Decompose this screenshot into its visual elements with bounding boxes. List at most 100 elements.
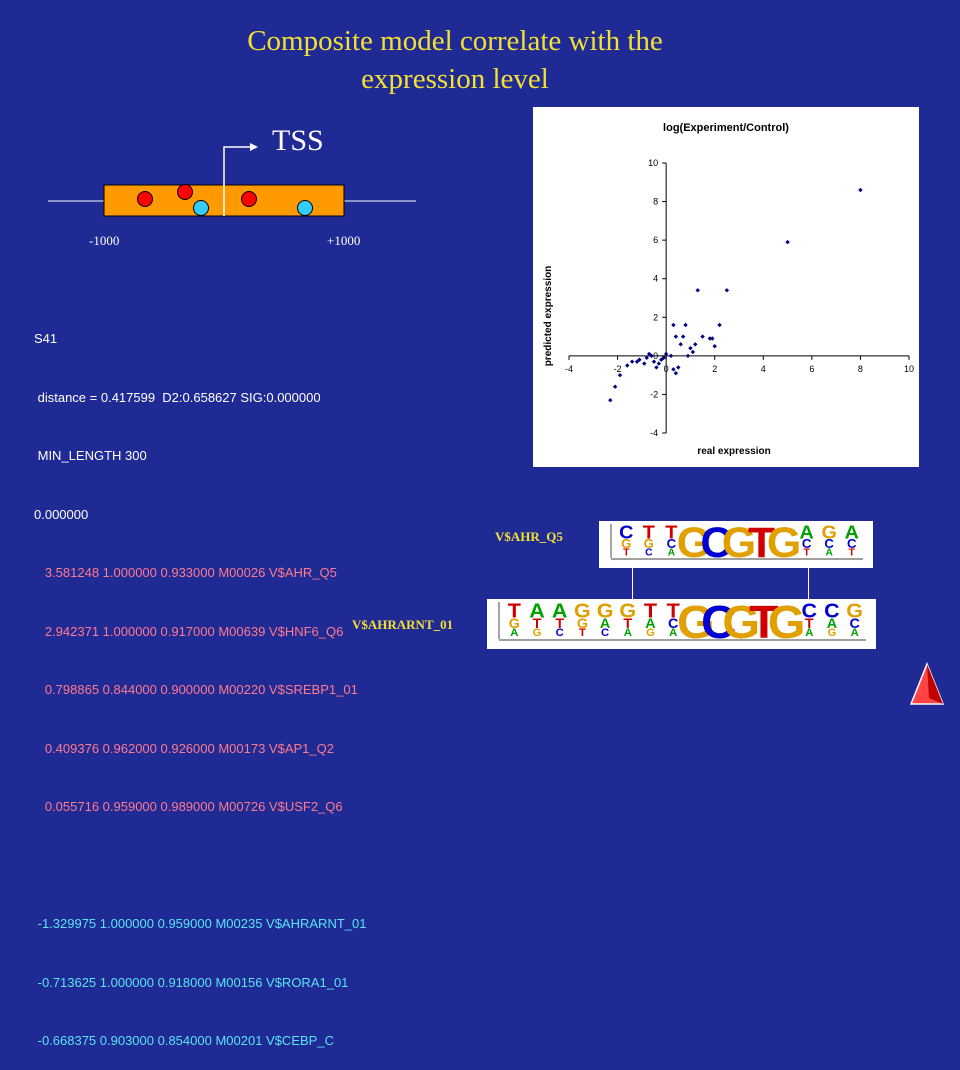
logo-letter: C [824,536,834,551]
chart-y-tick-label: -2 [650,389,658,399]
logo-letter: C [849,615,859,631]
logo-letter-big: G [722,599,760,649]
promoter-right-tick: +1000 [327,233,361,248]
binding-site-red [177,184,193,200]
logo-letter: T [623,615,632,631]
logo-letter: G [619,600,636,622]
logo-letter: G [644,536,654,551]
chart-x-tick-label: 6 [809,364,814,374]
binding-site-cyan [193,200,209,216]
logo-letter: T [555,615,564,631]
chart-point [688,345,693,351]
logo-name-ahrarnt-01: V$AHRARNT_01 [352,617,454,632]
factor-line-negative: -0.668375 0.903000 0.854000 M00201 V$CEB… [34,1033,334,1048]
factor-line-positive: 2.942371 1.000000 0.917000 M00639 V$HNF6… [34,623,344,639]
logo-letter-big: C [701,599,736,649]
logo-alignment-line-left [632,568,633,599]
nav-triangle-shade [927,664,943,704]
logo-letter: A [552,600,568,622]
chart-x-tick-label: 4 [761,364,766,374]
binding-site-red [241,191,257,207]
logo-letter: T [805,615,814,631]
logo-letter: G [533,627,542,639]
chart-point [673,371,679,376]
slide-title-line-2: expression level [361,63,549,95]
logo-letter: A [645,615,655,631]
composite-model-text: S41 distance = 0.417599 D2:0.658627 SIG:… [34,290,366,1070]
chart-point [683,322,688,328]
logo-letter: T [665,523,677,543]
model-min-length: MIN_LENGTH 300 [34,448,147,463]
logo-letter: A [624,627,632,639]
logo-letter-big: G [768,599,806,649]
chart-point [642,361,647,366]
chart-y-tick-label: -4 [650,428,658,438]
factor-line-positive: 0.409376 0.962000 0.926000 M00173 V$AP1_… [34,740,334,756]
logo-letter: A [827,615,837,631]
logo-letter: C [668,615,678,631]
logo-letter: G [509,615,520,631]
logo-letter: A [799,523,813,543]
tss-arrow-head [250,143,258,151]
logo-letter-big: T [749,599,779,649]
logo-letter: A [529,600,545,622]
logo-letter: T [533,615,542,631]
chart-point [617,372,623,378]
chart-point [700,334,705,339]
factor-line-negative: -1.329975 1.000000 0.959000 M00235 V$AHR… [34,916,367,931]
chart-point [671,367,676,372]
logo-letter-big: G [767,521,801,567]
logo-letter: C [824,600,840,622]
logo-letter: G [577,615,588,631]
logo-letter: G [846,600,863,622]
logo-letter: T [803,547,810,558]
blank-line [34,856,366,876]
chart-point [656,361,662,366]
logo-letter: C [847,536,857,551]
logo-letter: G [597,600,614,622]
slide-title: Composite model correlate with the expre… [150,22,760,98]
logo-letter: A [600,615,610,631]
chart-point [654,365,659,370]
logo-letter: T [667,600,680,622]
chart-point [678,342,683,347]
chart-point [710,336,715,341]
chart-point [785,239,790,245]
logo-letter-big: C [700,521,732,567]
logo-letter: T [643,523,655,543]
chart-point [671,322,676,328]
chart-x-tick-label: -4 [565,364,573,374]
logo-letter: C [802,600,818,622]
logo-letter: G [821,523,836,543]
factor-line-positive: 3.581248 1.000000 0.933000 M00026 V$AHR_… [34,565,337,580]
tss-arrow [223,146,250,216]
logo-name-ahr-q5: V$AHR_Q5 [495,529,563,544]
logo-letter: C [601,627,609,639]
chart-x-tick-label: 8 [858,364,863,374]
next-slide-button[interactable] [908,662,946,708]
logo-letter: G [621,536,631,551]
factor-line-positive: 0.798865 0.844000 0.900000 M00220 V$SREB… [34,682,358,697]
logo-letter: T [579,627,586,639]
logo-letter: T [849,547,856,558]
chart-y-tick-label: 10 [648,158,658,168]
chart-point [663,351,669,357]
logo-letter: A [668,547,676,558]
chart-axes: -4 -2 0 2 4 6 8 10 -4 -2 0 2 4 6 8 10 [565,158,914,438]
logo-letter: A [669,627,677,639]
logo-letter: A [845,523,859,543]
logo-letter-big: T [748,521,775,567]
logo-letter: A [851,627,859,639]
chart-y-tick-label: 2 [653,312,658,322]
chart-point [717,322,722,328]
logo-letter: G [828,627,837,639]
tss-label: TSS [272,124,324,157]
chart-x-tick-label: 10 [904,364,914,374]
model-name: S41 [34,331,58,346]
chart-point [685,353,691,359]
chart-x-tick-label: -2 [614,364,622,374]
chart-point [612,384,618,389]
logo-letter: C [667,536,677,551]
chart-x-tick-label: 0 [664,364,669,374]
